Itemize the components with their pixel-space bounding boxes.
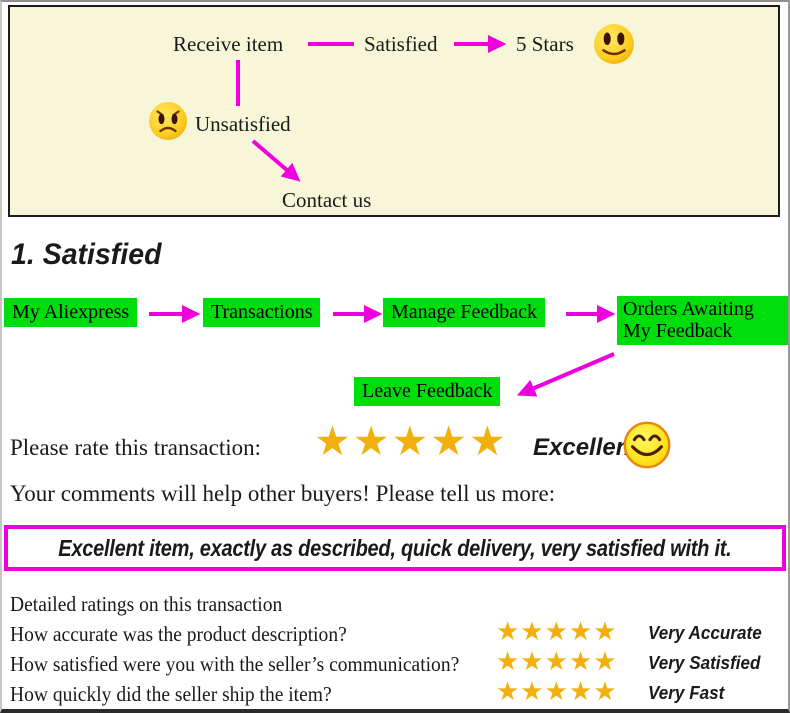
sad-face-icon: [149, 102, 187, 140]
comments-prompt: Your comments will help other buyers! Pl…: [10, 481, 556, 506]
step-my-aliexpress: My Aliexpress: [4, 298, 138, 327]
suggested-comment-box: Excellent item, exactly as described, qu…: [4, 525, 786, 571]
flow-step-receive-item: Receive item: [173, 32, 284, 56]
label-very-fast: Very Fast: [648, 683, 725, 703]
step-manage-feedback: Manage Feedback: [383, 298, 546, 327]
flow-step-5-stars: 5 Stars: [516, 32, 574, 56]
step-orders-awaiting-feedback: Orders Awaiting My Feedback: [617, 296, 788, 345]
decision-flowchart-panel: [8, 5, 780, 217]
rating-label: Excellent: [533, 434, 639, 461]
question-shipping-speed: How quickly did the seller ship the item…: [10, 682, 332, 706]
detailed-ratings-heading: Detailed ratings on this transaction: [10, 592, 283, 616]
label-very-accurate: Very Accurate: [648, 623, 762, 643]
flow-step-satisfied: Satisfied: [364, 32, 438, 56]
grinning-face-icon: [623, 421, 671, 469]
stars-communication: ★★★★★: [496, 647, 618, 677]
flow-step-unsatisfied: Unsatisfied: [195, 112, 291, 136]
rate-prompt: Please rate this transaction:: [10, 435, 262, 460]
step-transactions: Transactions: [203, 298, 321, 327]
stars-accuracy: ★★★★★: [496, 617, 618, 647]
stars-shipping-speed: ★★★★★: [496, 677, 618, 707]
section-heading: 1. Satisfied: [11, 238, 162, 271]
question-accuracy: How accurate was the product description…: [10, 622, 347, 646]
question-communication: How satisfied were you with the seller’s…: [10, 652, 460, 676]
suggested-comment-text: Excellent item, exactly as described, qu…: [58, 534, 732, 561]
rating-stars: ★★★★★: [314, 417, 508, 465]
happy-face-icon: [594, 24, 634, 64]
flow-step-contact-us: Contact us: [282, 188, 372, 212]
label-very-satisfied: Very Satisfied: [648, 653, 761, 673]
step-leave-feedback: Leave Feedback: [354, 377, 501, 406]
